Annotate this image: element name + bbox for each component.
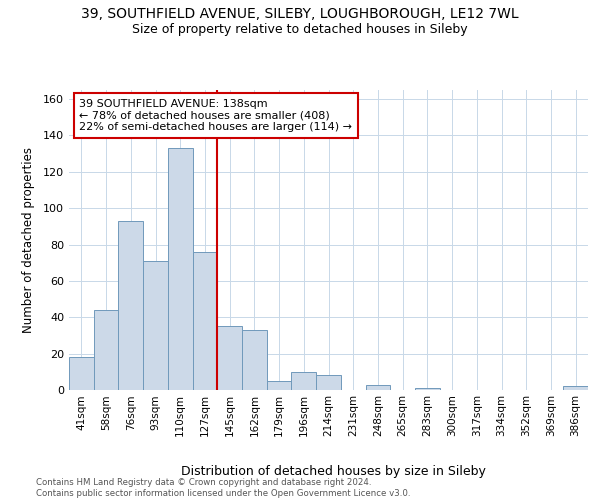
Bar bbox=[193, 252, 217, 390]
Text: Size of property relative to detached houses in Sileby: Size of property relative to detached ho… bbox=[132, 22, 468, 36]
Bar bbox=[118, 221, 143, 390]
Text: 39 SOUTHFIELD AVENUE: 138sqm
← 78% of detached houses are smaller (408)
22% of s: 39 SOUTHFIELD AVENUE: 138sqm ← 78% of de… bbox=[79, 99, 352, 132]
Bar bbox=[69, 358, 94, 390]
Bar bbox=[242, 330, 267, 390]
Bar bbox=[563, 386, 588, 390]
Text: Distribution of detached houses by size in Sileby: Distribution of detached houses by size … bbox=[181, 464, 485, 477]
Bar bbox=[415, 388, 440, 390]
Bar bbox=[143, 261, 168, 390]
Bar bbox=[267, 381, 292, 390]
Bar bbox=[168, 148, 193, 390]
Text: Contains HM Land Registry data © Crown copyright and database right 2024.
Contai: Contains HM Land Registry data © Crown c… bbox=[36, 478, 410, 498]
Bar bbox=[217, 326, 242, 390]
Text: 39, SOUTHFIELD AVENUE, SILEBY, LOUGHBOROUGH, LE12 7WL: 39, SOUTHFIELD AVENUE, SILEBY, LOUGHBORO… bbox=[81, 8, 519, 22]
Bar bbox=[94, 310, 118, 390]
Y-axis label: Number of detached properties: Number of detached properties bbox=[22, 147, 35, 333]
Bar bbox=[292, 372, 316, 390]
Bar bbox=[316, 376, 341, 390]
Bar bbox=[365, 384, 390, 390]
